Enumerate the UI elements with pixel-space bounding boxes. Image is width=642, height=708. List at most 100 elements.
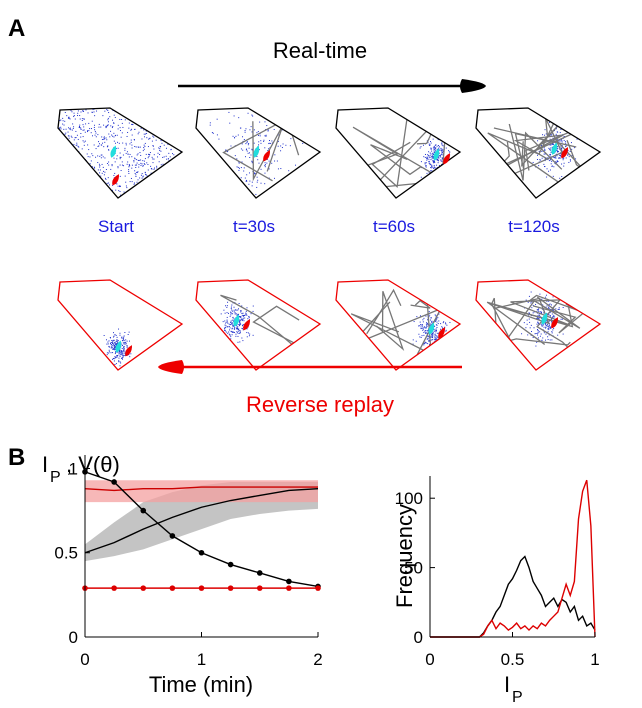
particle [233, 314, 240, 327]
particle-dot [148, 138, 150, 140]
particle-dot [235, 313, 237, 315]
particle-dot [125, 152, 127, 154]
particle-dot [103, 170, 105, 172]
particle-dot [106, 163, 108, 165]
particle-dot [537, 332, 539, 334]
particle-dot [241, 208, 242, 209]
particle-dot [166, 112, 168, 114]
particle-dot [174, 140, 176, 142]
particle-dot [113, 344, 115, 346]
particle-dot [551, 339, 553, 341]
particle-dot [563, 139, 565, 141]
particle-dot [98, 141, 100, 143]
particle-dot [437, 162, 439, 164]
particle-dot [149, 152, 151, 154]
particle-dot [82, 140, 84, 142]
particle [110, 145, 117, 158]
particle-dot [548, 324, 550, 326]
particle-dot [260, 142, 262, 144]
particle-dot [559, 157, 561, 159]
frame [195, 103, 322, 209]
series-line [84, 486, 318, 492]
particle-dot [160, 190, 162, 192]
particle-dot [154, 176, 156, 178]
particle-dot [423, 331, 425, 333]
particle-dot [535, 303, 537, 305]
particle-dot [66, 150, 68, 152]
particle-dot [426, 327, 428, 329]
particle-dot [69, 165, 71, 167]
particle-dot [140, 164, 142, 166]
particle-dot [212, 132, 214, 134]
particle-dot [284, 194, 286, 196]
particle-dot [75, 137, 77, 139]
particle-dot [430, 141, 432, 143]
particle-dot [73, 139, 75, 141]
particle-dot [250, 313, 252, 315]
particle-dot [171, 173, 173, 175]
particle-dot [151, 140, 153, 142]
trajectory [507, 338, 571, 346]
particle-dot [64, 177, 66, 179]
particle-dot [58, 108, 60, 110]
particle-dot [118, 352, 120, 354]
particle-dot [239, 200, 240, 201]
particle-dot [546, 320, 548, 322]
particle-dot [62, 146, 64, 148]
particle-dot [427, 154, 429, 156]
particle-dot [442, 168, 444, 170]
particle-dot [164, 190, 166, 192]
particle-dot [113, 114, 115, 116]
particle-dot [549, 315, 551, 317]
particle-dot [239, 332, 241, 334]
particle-dot [153, 167, 155, 169]
particle-dot [290, 138, 292, 140]
particle-dot [178, 136, 180, 138]
particle-dot [231, 327, 233, 329]
particle-dot [438, 156, 440, 158]
particle-dot [70, 147, 72, 149]
particle-dot [533, 311, 535, 313]
particle-dot [237, 328, 239, 330]
particle-dot [66, 173, 68, 175]
particle-dot [106, 352, 108, 354]
particle-dot [124, 352, 126, 354]
particle-dot [253, 103, 254, 104]
particle-dot [71, 181, 73, 183]
particle-dot [569, 150, 571, 152]
particle-dot [443, 167, 445, 169]
particle-dot [232, 317, 234, 319]
particle-dot [240, 127, 242, 129]
particle-dot [216, 134, 218, 136]
particle-dot [242, 318, 244, 320]
particle-dot [268, 140, 270, 142]
particle-dot [71, 190, 73, 192]
y-axis-label: Frequency [392, 504, 417, 608]
particle-dot [428, 151, 430, 153]
particle-dot [230, 311, 232, 313]
particle-dot [436, 321, 438, 323]
particle-dot [429, 343, 431, 345]
particle-dot [116, 336, 118, 338]
particle-dot [111, 345, 113, 347]
particle-dot [164, 138, 166, 140]
particle-dot [74, 169, 76, 171]
particle-dot [170, 112, 172, 114]
particle-dot [107, 343, 109, 345]
particle-dot [133, 182, 135, 184]
particle-dot [70, 192, 72, 194]
particle-dot [151, 168, 153, 170]
particle-dot [542, 304, 544, 306]
particle-dot [134, 194, 136, 196]
particle-dot [62, 183, 64, 185]
particle-dot [111, 127, 113, 129]
particle-dot [534, 333, 536, 335]
particle-dot [250, 154, 252, 156]
trajectory [350, 295, 432, 356]
particle-dot [260, 182, 262, 184]
particle-dot [146, 196, 148, 198]
particle-dot [229, 334, 231, 336]
particle-dot [156, 186, 158, 188]
particle-dot [268, 160, 270, 162]
particle-dot [125, 144, 127, 146]
